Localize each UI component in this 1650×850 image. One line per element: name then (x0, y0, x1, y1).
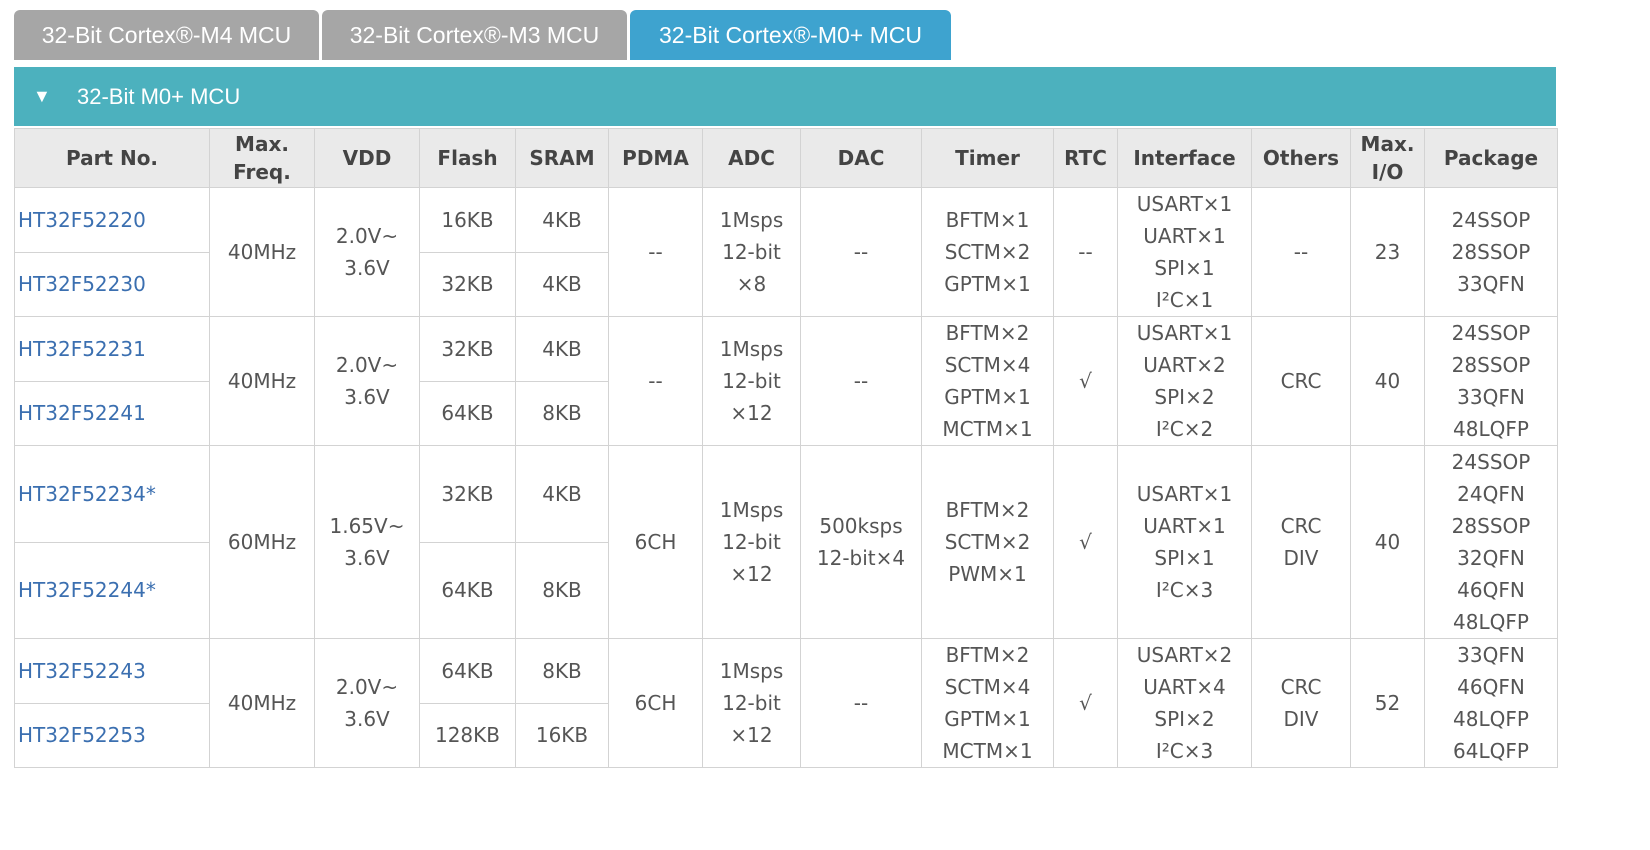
flash-cell: 16KB (419, 187, 516, 253)
others-cell: CRC DIV (1251, 445, 1351, 639)
part-number-link[interactable]: HT32F52234* (14, 445, 210, 543)
col-header-flash: Flash (419, 128, 516, 188)
max-io-cell: 52 (1350, 638, 1425, 768)
part-number-link[interactable]: HT32F52253 (14, 702, 210, 768)
flash-cell: 32KB (419, 251, 516, 317)
package-cell: 24SSOP 24QFN 28SSOP 32QFN 46QFN 48LQFP (1424, 445, 1558, 639)
col-header-vdd: VDD (314, 128, 420, 188)
spec-table: Part No. Max. Freq. VDD Flash SRAM PDMA … (14, 128, 1558, 768)
max-freq-cell: 40MHz (209, 187, 315, 317)
part-number-link[interactable]: HT32F52220 (14, 187, 210, 253)
col-header-pdma: PDMA (608, 128, 703, 188)
dac-cell: -- (800, 187, 922, 317)
flash-cell: 32KB (419, 445, 516, 543)
header-row: Part No. Max. Freq. VDD Flash SRAM PDMA … (14, 128, 1558, 188)
adc-cell: 1Msps 12-bit ×12 (702, 445, 801, 639)
table-row: HT32F52234* 60MHz 1.65V~ 3.6V 32KB 4KB 6… (14, 445, 1558, 639)
package-cell: 33QFN 46QFN 48LQFP 64LQFP (1424, 638, 1558, 768)
part-number-link[interactable]: HT32F52230 (14, 251, 210, 317)
package-cell: 24SSOP 28SSOP 33QFN 48LQFP (1424, 316, 1558, 446)
part-number-link[interactable]: HT32F52244* (14, 541, 210, 639)
dac-cell: -- (800, 638, 922, 768)
tab-cortex-m3[interactable]: 32-Bit Cortex®-M3 MCU (322, 10, 627, 60)
table-row: HT32F52243 40MHz 2.0V~ 3.6V 64KB 8KB 6CH… (14, 638, 1558, 768)
flash-cell: 128KB (419, 702, 516, 768)
pdma-cell: -- (608, 187, 703, 317)
col-header-timer: Timer (921, 128, 1054, 188)
part-number-link[interactable]: HT32F52231 (14, 316, 210, 382)
timer-cell: BFTM×2 SCTM×2 PWM×1 (921, 445, 1054, 639)
vdd-cell: 2.0V~ 3.6V (314, 638, 420, 768)
col-header-adc: ADC (702, 128, 801, 188)
sram-cell: 8KB (515, 541, 609, 639)
max-io-cell: 40 (1350, 445, 1425, 639)
part-number-link[interactable]: HT32F52243 (14, 638, 210, 704)
section-title: 32-Bit M0+ MCU (77, 84, 241, 109)
max-freq-cell: 40MHz (209, 638, 315, 768)
pdma-cell: -- (608, 316, 703, 446)
rtc-cell: √ (1053, 445, 1118, 639)
col-header-interface: Interface (1117, 128, 1252, 188)
table-row: HT32F52253 128KB 16KB (14, 702, 1558, 768)
col-header-sram: SRAM (515, 128, 609, 188)
vdd-cell: 2.0V~ 3.6V (314, 187, 420, 317)
sram-cell: 4KB (515, 316, 609, 382)
table-row: HT32F52244* 64KB 8KB (14, 541, 1558, 639)
table-row: HT32F52231 40MHz 2.0V~ 3.6V 32KB 4KB -- … (14, 316, 1558, 446)
others-cell: CRC DIV (1251, 638, 1351, 768)
col-header-others: Others (1251, 128, 1351, 188)
triangle-down-icon: ▼ (33, 86, 51, 106)
col-header-max-freq: Max. Freq. (209, 128, 315, 188)
timer-cell: BFTM×2 SCTM×4 GPTM×1 MCTM×1 (921, 316, 1054, 446)
col-header-max-io: Max. I/O (1350, 128, 1425, 188)
sram-cell: 4KB (515, 445, 609, 543)
part-number-link[interactable]: HT32F52241 (14, 380, 210, 446)
col-header-dac: DAC (800, 128, 922, 188)
table-row: HT32F52220 40MHz 2.0V~ 3.6V 16KB 4KB -- … (14, 187, 1558, 317)
pdma-cell: 6CH (608, 445, 703, 639)
section-toggle[interactable]: ▼ 32-Bit M0+ MCU (14, 67, 1556, 126)
vdd-cell: 1.65V~ 3.6V (314, 445, 420, 639)
timer-cell: BFTM×1 SCTM×2 GPTM×1 (921, 187, 1054, 317)
others-cell: CRC (1251, 316, 1351, 446)
tab-cortex-m0plus[interactable]: 32-Bit Cortex®-M0+ MCU (630, 10, 951, 60)
adc-cell: 1Msps 12-bit ×8 (702, 187, 801, 317)
rtc-cell: √ (1053, 316, 1118, 446)
sram-cell: 16KB (515, 702, 609, 768)
max-freq-cell: 40MHz (209, 316, 315, 446)
tab-cortex-m4[interactable]: 32-Bit Cortex®-M4 MCU (14, 10, 319, 60)
flash-cell: 64KB (419, 541, 516, 639)
flash-cell: 32KB (419, 316, 516, 382)
col-header-package: Package (1424, 128, 1558, 188)
dac-cell: 500ksps 12-bit×4 (800, 445, 922, 639)
sram-cell: 8KB (515, 380, 609, 446)
sram-cell: 8KB (515, 638, 609, 704)
interface-cell: USART×1 UART×2 SPI×2 I²C×2 (1117, 316, 1252, 446)
package-cell: 24SSOP 28SSOP 33QFN (1424, 187, 1558, 317)
interface-cell: USART×2 UART×4 SPI×2 I²C×3 (1117, 638, 1252, 768)
dac-cell: -- (800, 316, 922, 446)
interface-cell: USART×1 UART×1 SPI×1 I²C×1 (1117, 187, 1252, 317)
timer-cell: BFTM×2 SCTM×4 GPTM×1 MCTM×1 (921, 638, 1054, 768)
col-header-part-no: Part No. (14, 128, 210, 188)
interface-cell: USART×1 UART×1 SPI×1 I²C×3 (1117, 445, 1252, 639)
sram-cell: 4KB (515, 251, 609, 317)
flash-cell: 64KB (419, 638, 516, 704)
col-header-rtc: RTC (1053, 128, 1118, 188)
others-cell: -- (1251, 187, 1351, 317)
rtc-cell: -- (1053, 187, 1118, 317)
adc-cell: 1Msps 12-bit ×12 (702, 316, 801, 446)
pdma-cell: 6CH (608, 638, 703, 768)
sram-cell: 4KB (515, 187, 609, 253)
max-freq-cell: 60MHz (209, 445, 315, 639)
adc-cell: 1Msps 12-bit ×12 (702, 638, 801, 768)
vdd-cell: 2.0V~ 3.6V (314, 316, 420, 446)
flash-cell: 64KB (419, 380, 516, 446)
table-row: HT32F52230 32KB 4KB (14, 251, 1558, 317)
rtc-cell: √ (1053, 638, 1118, 768)
max-io-cell: 40 (1350, 316, 1425, 446)
max-io-cell: 23 (1350, 187, 1425, 317)
